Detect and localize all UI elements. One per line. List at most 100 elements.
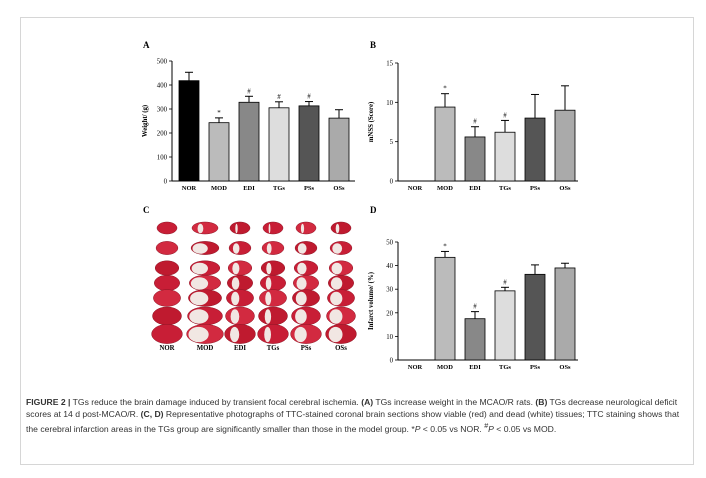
panel-label-b: B: [370, 40, 376, 50]
infarct-area: [266, 243, 272, 254]
y-tick-label: 20: [386, 310, 393, 317]
panel-label-a: A: [143, 40, 150, 50]
brain-slice-outline: [262, 221, 284, 235]
caption-ref-a: (A): [361, 397, 374, 407]
brain-slice-outline: [294, 241, 318, 255]
infarct-area: [330, 277, 343, 290]
y-tick-label: 10: [386, 100, 393, 107]
caption-text-5: < 0.05 vs NOR.: [420, 423, 485, 434]
category-label: OSs: [333, 185, 345, 192]
significance-marker: *: [443, 242, 447, 250]
brain-label-oss: OSs: [335, 345, 347, 352]
significance-marker: #: [307, 93, 311, 101]
y-tick-label: 0: [390, 358, 394, 365]
brain-slice-outline: [155, 241, 179, 255]
brain-slice: [154, 275, 180, 291]
significance-marker: #: [503, 278, 507, 286]
brain-slice-outline: [325, 324, 357, 344]
brain-slice-outline: [295, 221, 317, 235]
infarct-area: [232, 243, 240, 254]
brain-slice-outline: [290, 324, 322, 344]
significance-marker: #: [473, 118, 477, 126]
infarct-area: [265, 277, 272, 290]
infarct-area: [191, 262, 208, 275]
y-tick-label: 200: [157, 131, 168, 138]
category-label: MOD: [437, 364, 453, 371]
category-label: PSs: [530, 185, 541, 192]
caption-p-1: P: [414, 423, 421, 434]
y-tick-label: 10: [386, 334, 393, 341]
bar-tgs: [494, 290, 516, 361]
brain-slice: [263, 222, 283, 234]
category-label: TGs: [499, 185, 511, 192]
infarct-area: [331, 262, 343, 275]
brain-slice: [152, 307, 182, 325]
infarct-area: [296, 277, 307, 290]
panel-label-c: C: [143, 205, 150, 215]
y-tick-label: 30: [386, 287, 393, 294]
infarct-area: [188, 326, 209, 343]
bar-edi: [464, 136, 486, 182]
chart-a-weight: 0 100 200 300 400 500 Weight/ (g) NOR * MOD # EDI # T…: [142, 59, 355, 192]
brain-slice-outline: [226, 289, 254, 307]
brain-slice-outline: [190, 241, 220, 255]
brain-slice: [155, 260, 179, 276]
category-label: NOR: [408, 185, 423, 192]
brain-slice: [153, 289, 181, 307]
category-label: MOD: [437, 185, 453, 192]
brain-slice-outline: [186, 324, 224, 344]
y-axis-label: Weight/ (g): [142, 105, 149, 137]
category-label: TGs: [499, 364, 511, 371]
brain-slice-outline: [257, 324, 289, 344]
caption-label: FIGURE 2 |: [26, 397, 71, 407]
infarct-area: [229, 326, 240, 343]
significance-marker: #: [503, 111, 507, 119]
bar-oss: [328, 117, 350, 182]
brain-slice: [296, 222, 316, 234]
brain-slice-outline: [151, 324, 183, 344]
infarct-area: [264, 326, 271, 343]
infarct-area: [265, 291, 272, 306]
y-tick-label: 50: [386, 240, 393, 247]
category-label: MOD: [211, 185, 227, 192]
y-tick-label: 500: [157, 59, 168, 66]
category-label: NOR: [408, 364, 423, 371]
brain-slice-outline: [259, 289, 287, 307]
bar-edi: [464, 318, 486, 361]
caption-ref-cd: (C, D): [140, 409, 164, 419]
caption-text-4: Representative photographs of TTC-staine…: [26, 409, 680, 434]
brain-slice-outline: [329, 241, 353, 255]
caption-hash: #: [484, 422, 489, 430]
y-axis-label: mNSS (Score): [368, 102, 375, 142]
category-label: OSs: [559, 185, 571, 192]
category-label: EDI: [469, 185, 481, 192]
infarct-area: [192, 243, 208, 254]
bar-tgs: [268, 107, 290, 182]
infarct-area: [295, 309, 307, 324]
brain-slice-outline: [191, 221, 219, 235]
chart-b-mnss: 0 5 10 15 mNSS (Score) NOR * MOD # EDI # TGs PSs OSs: [368, 61, 578, 192]
caption-text-6: < 0.05 vs MOD.: [493, 423, 557, 434]
caption-text-2: TGs increase weight in the MCAO/R rats.: [373, 397, 536, 407]
infarct-area: [297, 262, 307, 275]
caption-p-2: P: [488, 423, 494, 434]
brain-group-labels: NOR MOD EDI TGs PSs OSs: [159, 345, 347, 352]
infarct-area: [235, 223, 238, 234]
infarct-area: [294, 326, 307, 343]
brain-label-mod: MOD: [197, 345, 214, 352]
infarct-area: [268, 223, 271, 234]
brain-slice: [230, 222, 250, 234]
brain-label-tgs: TGs: [267, 345, 280, 352]
infarct-area: [232, 262, 240, 275]
bar-mod: [434, 256, 456, 361]
bar-mod: [208, 122, 230, 182]
caption-text-3: TGs decrease neurological deficit scores…: [26, 397, 678, 419]
brain-slice-outline: [330, 221, 352, 235]
infarct-area: [295, 291, 307, 306]
bar-nor: [178, 80, 200, 182]
brain-slice-outline: [261, 241, 285, 255]
brain-slice: [151, 324, 183, 344]
y-tick-label: 400: [157, 83, 168, 90]
infarct-area: [329, 309, 343, 324]
chart-d-infarct-volume: 0 10 20 30 40 50 Infarct volume/ (%) NOR * MOD # ED…: [368, 240, 578, 371]
